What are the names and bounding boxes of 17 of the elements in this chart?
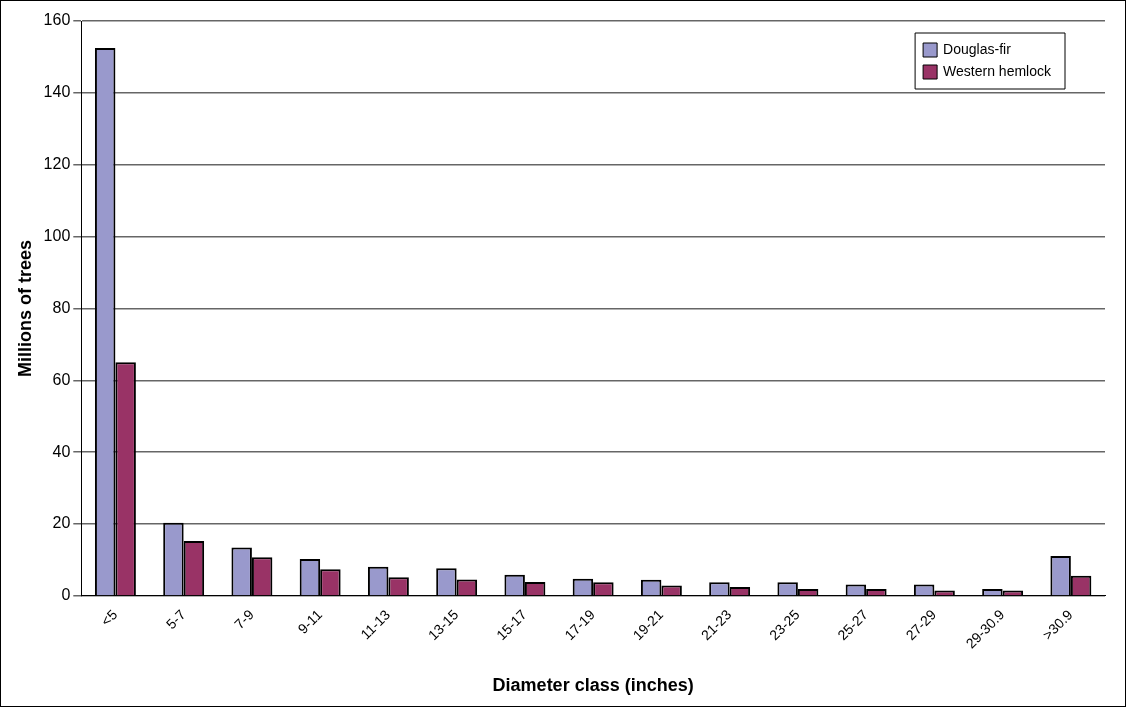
y-tick-label: 40 <box>52 442 71 460</box>
y-tick-label: 20 <box>52 514 71 532</box>
y-tick-label: 100 <box>43 227 71 245</box>
x-tick-label: 7-9 <box>231 606 257 633</box>
y-tick-label: 140 <box>43 83 71 101</box>
y-tick-label: 120 <box>43 155 71 173</box>
x-tick-label: 9-11 <box>294 606 326 637</box>
y-tick-label: 80 <box>52 298 71 316</box>
x-tick-label: 5-7 <box>162 606 189 633</box>
y-axis-title: Millions of trees <box>14 239 35 377</box>
legend-label: Western hemlock <box>943 62 1052 79</box>
y-tick-label: 0 <box>61 586 71 604</box>
x-axis-title: Diameter class (inches) <box>492 675 694 696</box>
y-tick-label: 60 <box>52 370 71 388</box>
y-tick-label: 160 <box>43 11 71 29</box>
x-tick-label: <5 <box>97 606 121 630</box>
legend-label: Douglas-fir <box>943 40 1012 57</box>
